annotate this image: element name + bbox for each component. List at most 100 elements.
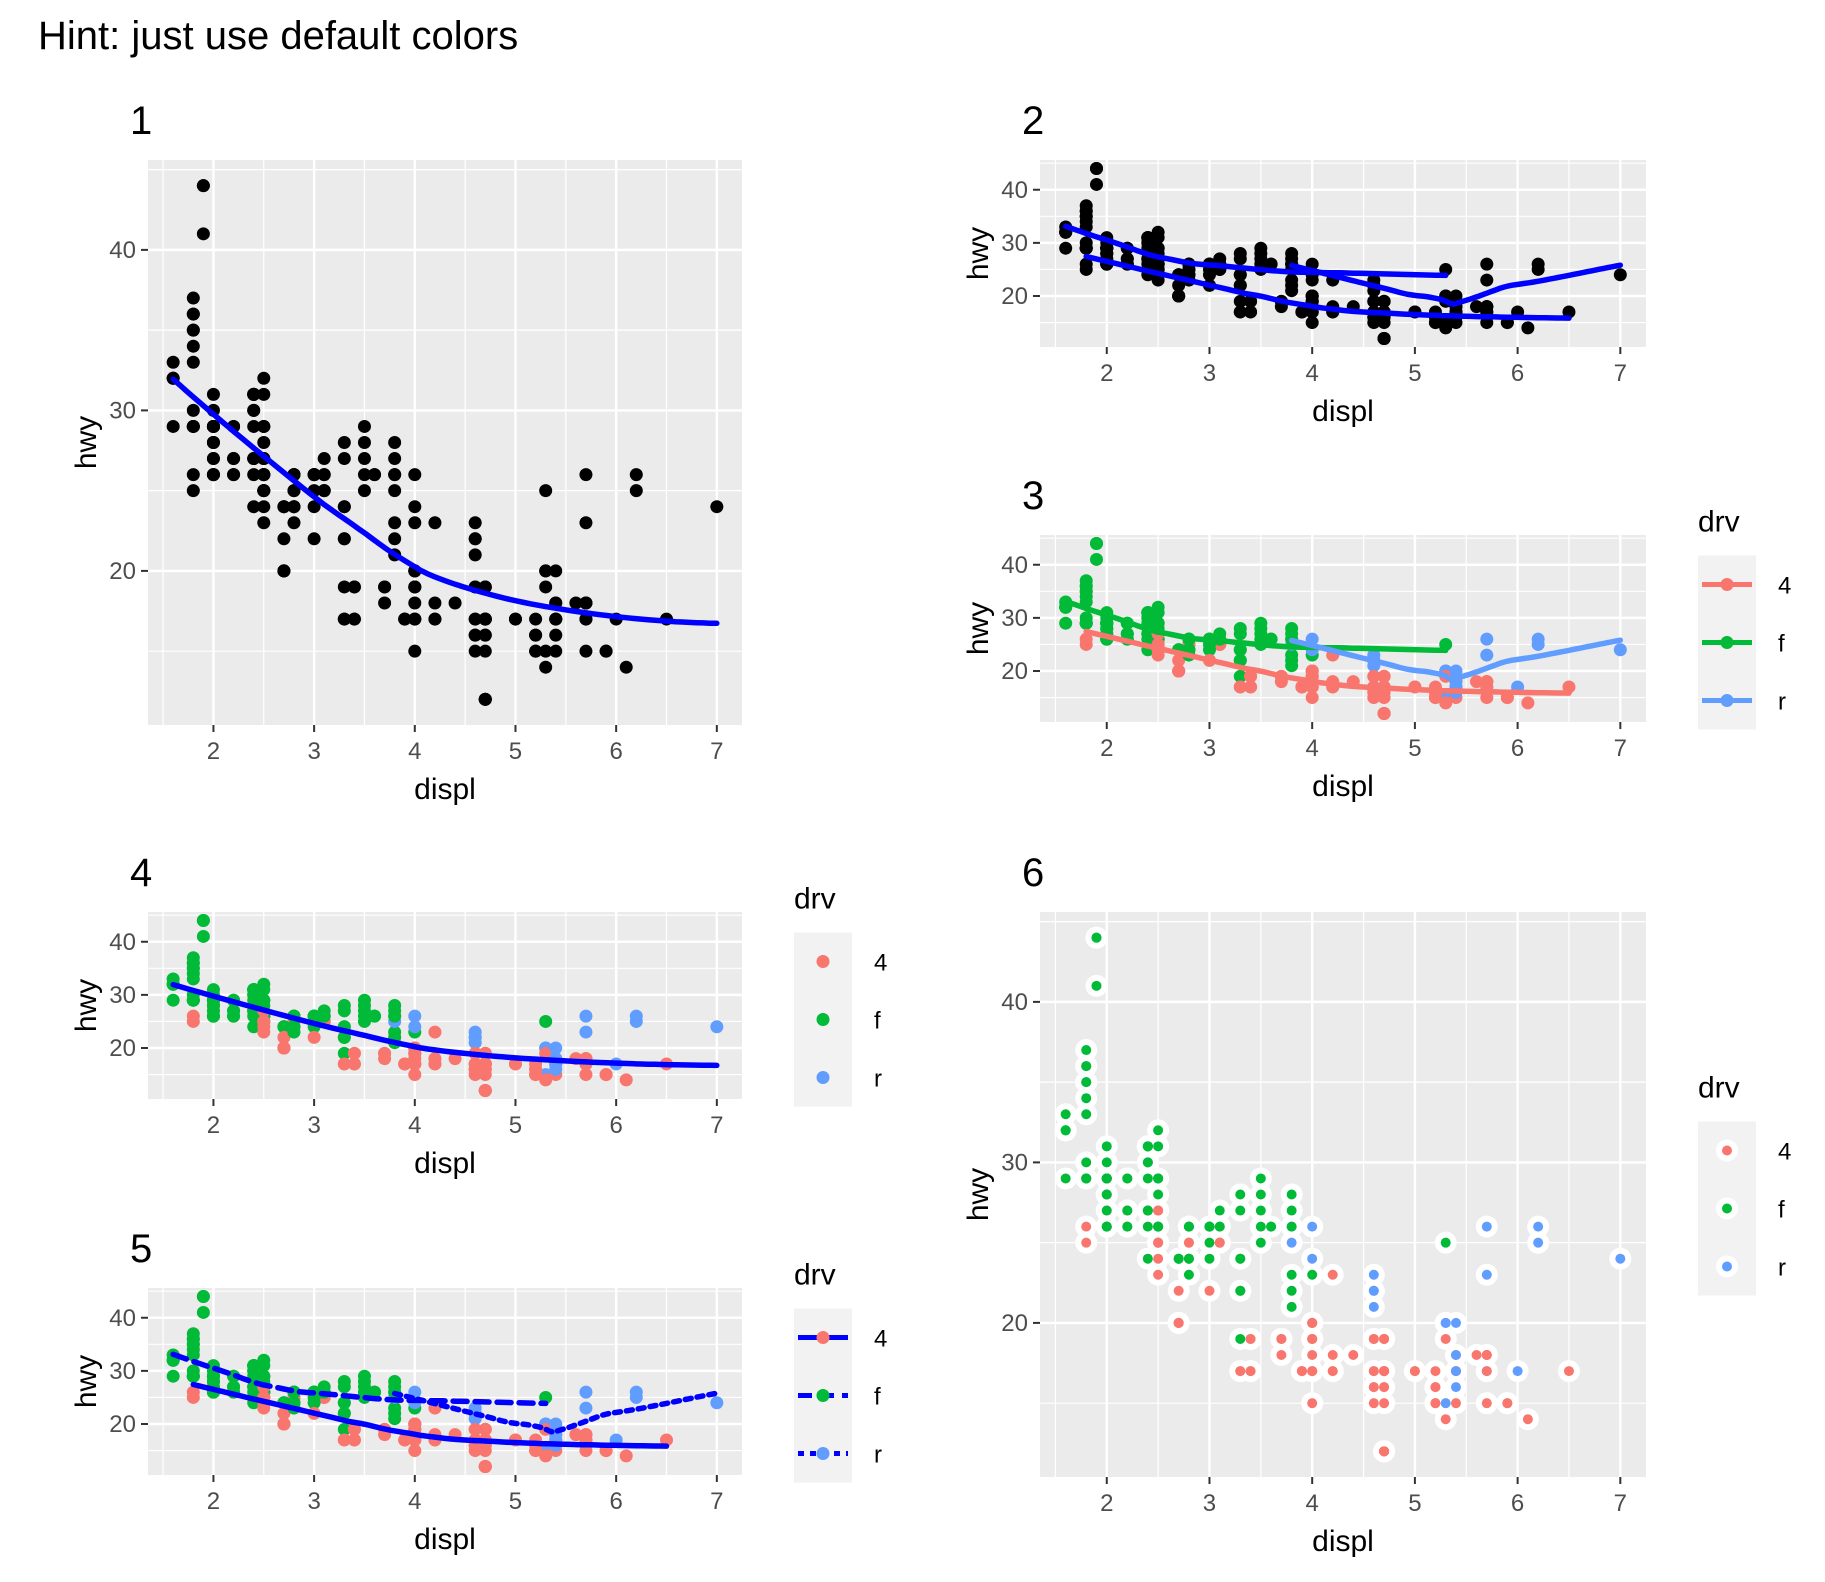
data-point [196, 1290, 210, 1303]
data-point [408, 1068, 422, 1082]
data-point [398, 1433, 412, 1447]
data-point [1089, 162, 1103, 175]
data-point [388, 1401, 402, 1415]
data-point [1081, 1045, 1092, 1056]
data-point [186, 1390, 200, 1404]
data-point [247, 387, 261, 401]
data-point [1172, 278, 1186, 292]
data-point [1379, 1398, 1390, 1409]
x-tick-label: 3 [1203, 1490, 1216, 1517]
y-axis-label: hwy [962, 602, 995, 655]
data-point [1307, 1333, 1318, 1344]
x-tick-label: 7 [710, 1488, 723, 1515]
data-point [357, 1014, 371, 1028]
data-point [1183, 1269, 1194, 1280]
panel-title: 1 [130, 99, 152, 143]
data-point [1368, 1398, 1379, 1409]
data-point [1307, 1366, 1318, 1377]
data-point [357, 452, 371, 466]
data-point [1305, 691, 1319, 705]
data-point [408, 1009, 422, 1023]
data-point [468, 548, 482, 562]
x-tick-label: 5 [1408, 360, 1421, 387]
data-point [1233, 653, 1247, 667]
data-point [1120, 252, 1134, 266]
legend-label: f [1778, 631, 1785, 658]
x-axis-label: displ [1312, 1525, 1374, 1558]
x-tick-label: 4 [1306, 1490, 1319, 1517]
data-point [257, 1014, 271, 1028]
data-point [1307, 1221, 1318, 1232]
data-point [1368, 1285, 1379, 1296]
data-point [257, 419, 271, 433]
data-point [1285, 622, 1299, 635]
data-point [398, 612, 412, 626]
data-point [277, 564, 291, 578]
y-tick-label: 20 [1001, 283, 1028, 310]
data-point [186, 484, 200, 498]
data-point [1286, 1205, 1297, 1216]
x-tick-label: 5 [509, 1488, 522, 1515]
data-point [468, 516, 482, 530]
data-point [1120, 627, 1134, 641]
data-point [1285, 648, 1299, 662]
data-point [629, 468, 643, 482]
x-axis-label: displ [414, 1147, 476, 1180]
data-point [287, 484, 301, 498]
data-point [1613, 268, 1627, 282]
data-point [1367, 691, 1381, 705]
data-point [408, 468, 422, 482]
data-point [1533, 1221, 1544, 1232]
y-tick-label: 40 [1001, 989, 1028, 1016]
data-point [1172, 289, 1186, 303]
data-point [257, 371, 271, 385]
data-point [579, 1401, 593, 1415]
data-point [1286, 1269, 1297, 1280]
data-point [206, 452, 220, 466]
data-point [1091, 980, 1102, 991]
data-point [277, 1417, 291, 1431]
data-point [186, 993, 200, 1007]
data-point [206, 468, 220, 482]
data-point [1233, 305, 1247, 319]
legend: drv 4 f r [1698, 506, 1791, 730]
y-tick-label: 20 [109, 1035, 136, 1062]
data-point [408, 580, 422, 594]
legend-label: 4 [1778, 573, 1791, 600]
data-point [337, 1380, 351, 1394]
legend: drv 4 f r [794, 883, 887, 1107]
data-point [388, 452, 402, 466]
data-point [357, 999, 371, 1012]
data-point [1101, 1221, 1112, 1232]
x-tick-label: 7 [1614, 1490, 1627, 1517]
data-point [186, 403, 200, 417]
data-point [478, 1444, 492, 1458]
data-point [388, 1412, 402, 1426]
y-tick-label: 20 [109, 558, 136, 585]
y-tick-label: 30 [1001, 1149, 1028, 1176]
data-point [1153, 1173, 1164, 1184]
data-point [478, 1460, 492, 1473]
data-point [357, 468, 371, 482]
data-point [1214, 1237, 1225, 1248]
data-point [287, 1020, 301, 1034]
data-point [659, 1433, 673, 1447]
data-point [1377, 707, 1391, 720]
data-point [1470, 675, 1484, 689]
data-point [1101, 1141, 1112, 1152]
data-point [347, 1046, 361, 1060]
data-point [478, 644, 492, 658]
data-point [1081, 1173, 1092, 1184]
data-point [347, 1057, 361, 1071]
data-point [579, 516, 593, 530]
data-point [1172, 653, 1186, 667]
data-point [1079, 574, 1093, 588]
data-point [307, 1009, 321, 1023]
data-point [1430, 1382, 1441, 1393]
data-point [378, 1046, 392, 1060]
data-point [1562, 305, 1576, 319]
data-point [1286, 1237, 1297, 1248]
data-point [317, 484, 331, 498]
data-point [247, 1020, 261, 1034]
smooth-line [170, 376, 720, 627]
